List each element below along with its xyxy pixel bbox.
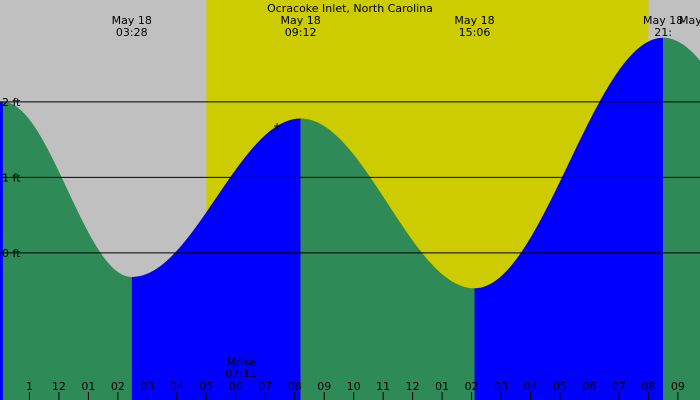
extreme-date-label: May 18 bbox=[454, 14, 494, 27]
falling-tide-area bbox=[663, 37, 700, 400]
rising-tide-area bbox=[0, 101, 3, 400]
x-tick-label: 03 bbox=[140, 380, 154, 393]
x-tick-label: 05 bbox=[199, 380, 213, 393]
x-tick-label: 09 bbox=[671, 380, 685, 393]
rising-tide-area bbox=[474, 37, 664, 400]
x-tick-label: 08 bbox=[641, 380, 655, 393]
x-tick-label: 10 bbox=[347, 380, 361, 393]
extreme-date-label: May 18 bbox=[281, 14, 321, 27]
partial-date-label: May bbox=[679, 14, 700, 27]
x-tick-label: 04 bbox=[170, 380, 184, 393]
y-tick-label: 2 ft bbox=[2, 96, 21, 109]
x-tick-label: 09 bbox=[317, 380, 331, 393]
tide-areas bbox=[0, 37, 700, 400]
x-tick-label: 12 bbox=[406, 380, 420, 393]
moonrise-time: 07:11 bbox=[225, 367, 257, 380]
y-tick-label: 0 ft bbox=[2, 247, 21, 260]
gridlines bbox=[0, 101, 700, 254]
x-tick-label: 1 bbox=[26, 380, 33, 393]
x-tick-label: 01 bbox=[81, 380, 95, 393]
x-tick-label: 04 bbox=[524, 380, 538, 393]
y-tick-label: 1 ft bbox=[2, 171, 21, 184]
extreme-time-label: 09:12 bbox=[285, 26, 317, 39]
y-tick-labels: 2 ft 1 ft 0 ft bbox=[2, 96, 21, 260]
x-tick-label: 06 bbox=[229, 380, 243, 393]
x-tick-label: 07 bbox=[612, 380, 626, 393]
x-tick-label: 06 bbox=[582, 380, 596, 393]
extreme-time-label: 21: bbox=[654, 26, 672, 39]
rising-tide-area bbox=[131, 118, 301, 400]
falling-tide-area bbox=[300, 118, 475, 400]
x-tick-label: 03 bbox=[494, 380, 508, 393]
extreme-date-label: May 18 bbox=[643, 14, 683, 27]
moonrise-label: Mrise bbox=[226, 356, 256, 369]
x-tick-label: 11 bbox=[376, 380, 390, 393]
extreme-date-label: May 18 bbox=[112, 14, 152, 27]
falling-tide-area bbox=[2, 101, 132, 400]
x-ticks: 1 12 01 02 03 04 05 06 07 08 09 10 11 12 01 02 03 04 05 06 0… bbox=[26, 380, 685, 400]
extreme-time-label: 15:06 bbox=[459, 26, 491, 39]
chart-title: Ocracoke Inlet, North Carolina bbox=[267, 2, 433, 15]
x-tick-label: 07 bbox=[258, 380, 272, 393]
x-tick-label: 02 bbox=[111, 380, 125, 393]
extreme-time-label: 03:28 bbox=[116, 26, 148, 39]
x-tick-label: 05 bbox=[553, 380, 567, 393]
x-tick-label: 08 bbox=[288, 380, 302, 393]
x-tick-label: 01 bbox=[435, 380, 449, 393]
x-tick-label: 12 bbox=[52, 380, 66, 393]
x-tick-label: 02 bbox=[465, 380, 479, 393]
